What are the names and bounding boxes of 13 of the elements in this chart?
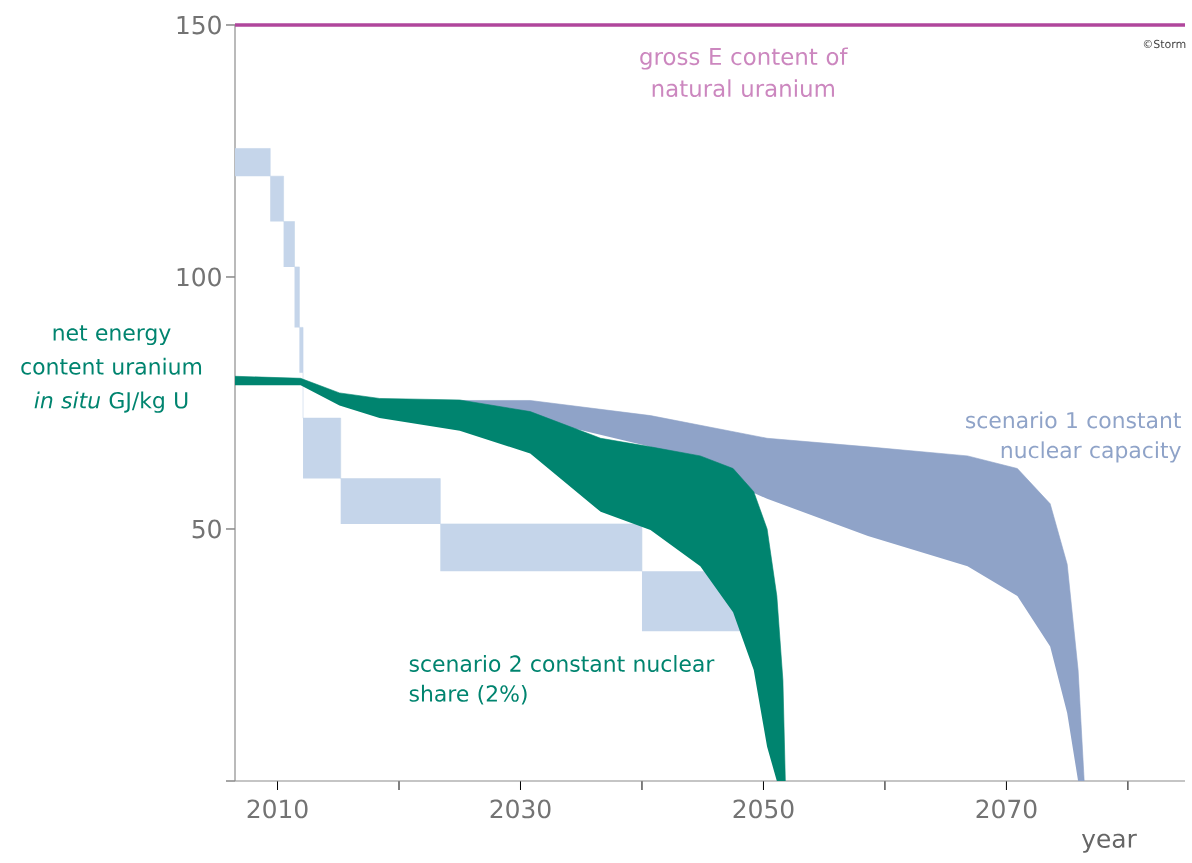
y-axis-title: net energy content uranium in situ GJ/kg U [21,325,202,413]
x-axis-title: year [1081,833,1137,853]
x-tick-label: 2030 [490,799,551,819]
x-tick-label: 2070 [976,799,1037,819]
annotation: ©Storm [1143,39,1186,49]
x-tick-label: 2050 [733,799,794,819]
y-tick-label: 50 [192,519,221,539]
y-tick-label: 100 [177,267,221,287]
ref-line-label: gross E content of natural uranium [640,47,848,98]
x-tick-label: 2010 [247,799,308,819]
series-label: scenario 1 constant nuclear capacity [966,411,1181,463]
y-tick-label: 150 [177,15,221,35]
text: scenario 2 constant nuclear share (2%) [409,654,715,705]
